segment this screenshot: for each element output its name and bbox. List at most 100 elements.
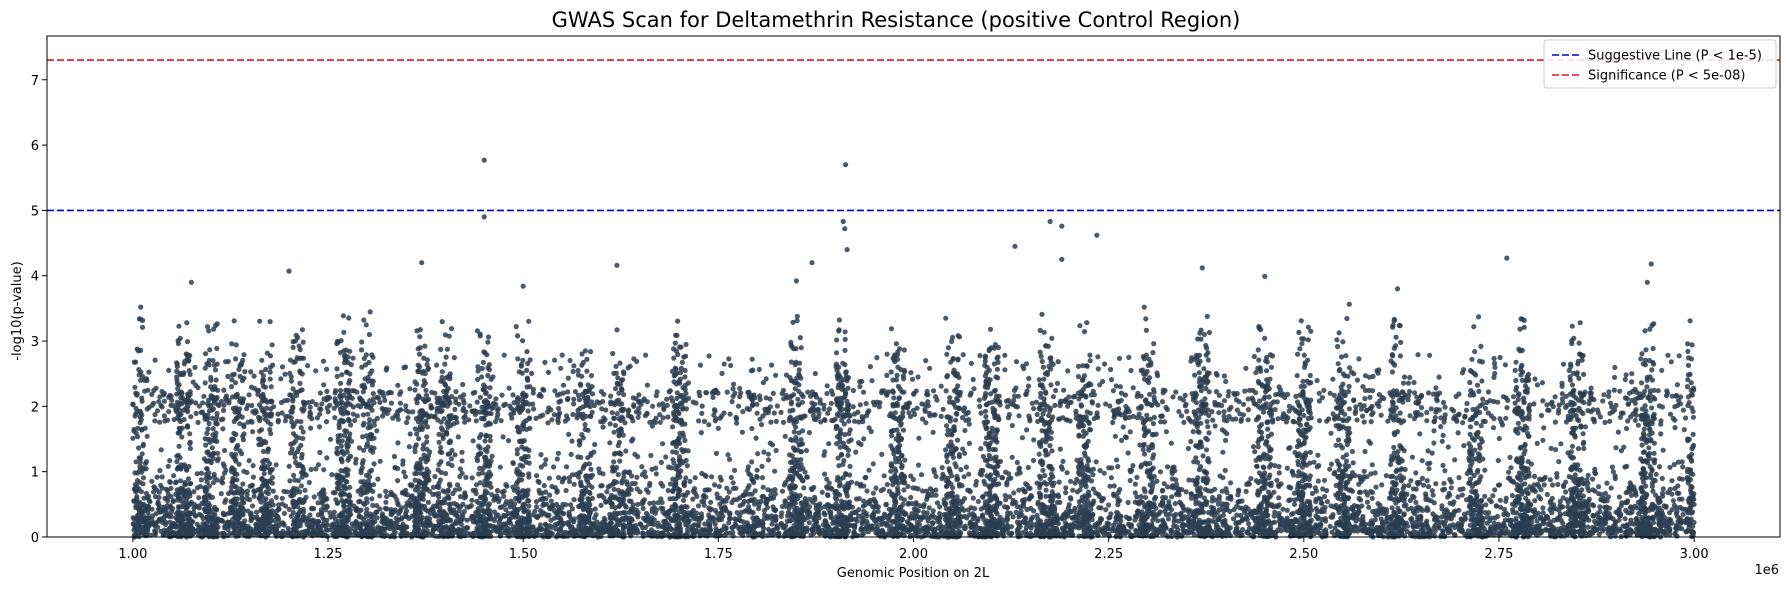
- snp-point: [503, 498, 510, 505]
- snp-point: [1631, 521, 1637, 527]
- snp-point: [506, 533, 512, 539]
- snp-point: [1551, 525, 1557, 531]
- snp-point: [377, 493, 383, 499]
- snp-point: [1211, 509, 1217, 516]
- snp-point: [759, 475, 766, 481]
- snp-point: [726, 516, 733, 522]
- snp-point: [632, 480, 638, 487]
- snp-point: [1169, 484, 1175, 490]
- snp-point: [1427, 528, 1433, 534]
- snp-point: [373, 509, 380, 515]
- snp-point: [1222, 521, 1228, 527]
- snp-point: [461, 509, 467, 515]
- snp-point: [548, 498, 554, 504]
- snp-point: [1649, 483, 1655, 489]
- snp-point: [1271, 489, 1277, 495]
- snp-point: [856, 496, 862, 502]
- snp-point: [155, 501, 161, 507]
- snp-point: [692, 529, 698, 536]
- snp-point: [968, 523, 975, 529]
- snp-point: [701, 502, 707, 508]
- snp-point: [286, 463, 292, 469]
- snp-point: [254, 509, 260, 515]
- snp-point: [730, 480, 736, 486]
- snp-point: [1106, 502, 1112, 508]
- snp-point: [1127, 515, 1133, 522]
- snp-point: [330, 490, 336, 496]
- snp-point: [1143, 494, 1149, 501]
- snp-point: [457, 486, 463, 492]
- snp-point: [605, 484, 611, 490]
- snp-point: [585, 496, 591, 502]
- snp-point: [535, 478, 541, 484]
- snp-point: [571, 516, 577, 522]
- snp-point: [707, 522, 713, 528]
- snp-point: [1670, 498, 1676, 504]
- snp-point: [740, 493, 746, 499]
- snp-point: [1460, 486, 1466, 492]
- snp-point: [737, 503, 743, 509]
- snp-point: [913, 501, 919, 507]
- snp-point: [469, 497, 475, 503]
- snp-point: [404, 524, 410, 530]
- snp-point: [1037, 495, 1043, 501]
- snp-point: [1560, 495, 1566, 501]
- snp-point: [1276, 502, 1282, 508]
- snp-point: [717, 495, 723, 501]
- snp-point: [660, 505, 666, 512]
- snp-point: [395, 478, 401, 484]
- snp-point: [251, 488, 257, 494]
- snp-point: [747, 507, 753, 513]
- snp-point: [1564, 531, 1570, 537]
- snp-point: [1058, 464, 1064, 470]
- snp-point: [589, 495, 596, 501]
- snp-point: [1070, 487, 1076, 493]
- snp-point: [280, 521, 286, 527]
- snp-point: [170, 498, 176, 504]
- snp-point: [1319, 516, 1325, 523]
- snp-point: [1276, 470, 1282, 476]
- snp-point: [1251, 533, 1257, 539]
- snp-point: [375, 476, 381, 482]
- snp-point: [149, 517, 155, 523]
- snp-point: [752, 488, 758, 494]
- snp-point: [1554, 515, 1561, 521]
- snp-point: [964, 515, 970, 521]
- snp-point: [543, 489, 549, 495]
- snp-point: [464, 525, 470, 531]
- snp-point: [913, 510, 919, 516]
- snp-point: [1154, 478, 1160, 484]
- snp-point: [1186, 530, 1192, 536]
- snp-point: [716, 483, 722, 490]
- snp-point: [1004, 480, 1010, 486]
- snp-point: [1402, 533, 1408, 539]
- snp-point: [768, 492, 774, 498]
- snp-point: [1492, 515, 1498, 521]
- snp-point: [1532, 507, 1538, 513]
- snp-point: [1351, 503, 1357, 509]
- snp-point: [1028, 516, 1034, 522]
- snp-point: [1011, 490, 1017, 496]
- snp-point: [571, 481, 577, 487]
- snp-point: [1108, 475, 1114, 481]
- snp-point: [1316, 463, 1322, 469]
- snp-point: [152, 531, 158, 537]
- snp-point: [1109, 465, 1115, 471]
- snp-point: [155, 524, 161, 530]
- snp-point: [1653, 471, 1659, 477]
- snp-point: [1068, 478, 1074, 484]
- snp-point: [765, 526, 772, 533]
- snp-point: [1510, 507, 1516, 513]
- snp-point: [1215, 501, 1221, 507]
- snp-point: [645, 489, 651, 495]
- snp-point: [468, 503, 474, 509]
- snp-point: [933, 473, 939, 479]
- snp-point: [565, 521, 571, 527]
- snp-point: [723, 525, 729, 531]
- snp-point: [464, 517, 470, 523]
- snp-point: [491, 517, 497, 524]
- snp-point: [1423, 496, 1429, 503]
- snp-point: [1222, 467, 1228, 473]
- snp-point: [1634, 516, 1640, 522]
